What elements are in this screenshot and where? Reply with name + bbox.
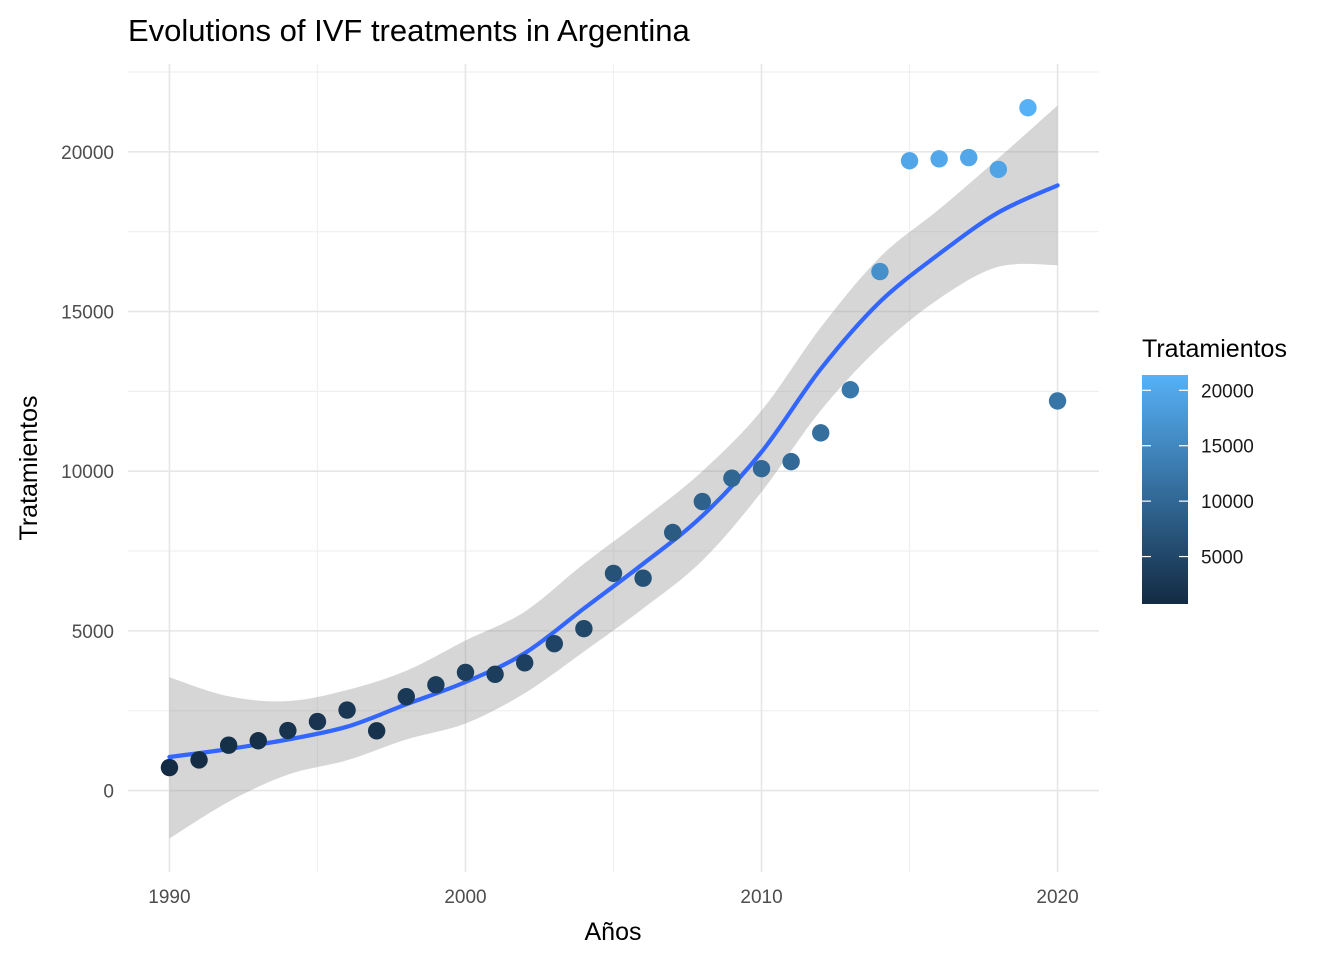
data-point xyxy=(634,569,652,587)
x-axis-title: Años xyxy=(585,918,642,946)
legend-tick-label: 20000 xyxy=(1201,381,1254,402)
data-point xyxy=(279,721,297,740)
y-axis-ticks: 0 5000 10000 15000 20000 xyxy=(61,143,114,803)
y-tick-label: 0 xyxy=(103,782,114,803)
data-point xyxy=(397,687,415,706)
x-tick-label: 1990 xyxy=(148,887,190,908)
data-point xyxy=(752,459,771,478)
data-point xyxy=(427,676,445,694)
smooth-line xyxy=(167,183,1060,760)
data-point xyxy=(160,758,179,777)
data-point xyxy=(456,663,475,682)
data-point xyxy=(1019,99,1037,117)
data-point xyxy=(486,665,504,684)
legend-tick-label: 5000 xyxy=(1201,548,1243,569)
major-gridlines xyxy=(128,64,1099,872)
data-point xyxy=(338,701,356,719)
data-point xyxy=(782,452,800,471)
x-tick-label: 2020 xyxy=(1036,887,1078,908)
legend-ticks: 5000 10000 15000 20000 xyxy=(1142,381,1254,569)
y-tick-label: 20000 xyxy=(61,143,114,164)
data-point xyxy=(367,722,386,740)
data-point xyxy=(900,152,919,170)
data-point xyxy=(989,160,1008,179)
data-point xyxy=(930,150,948,168)
data-point xyxy=(1048,392,1067,410)
y-tick-label: 10000 xyxy=(61,462,114,483)
data-point xyxy=(960,148,978,167)
color-legend: Tratamientos 5000 10000 15000 20000 xyxy=(1142,335,1287,604)
confidence-band xyxy=(169,105,1058,839)
minor-gridlines xyxy=(128,64,1099,872)
data-point xyxy=(308,712,327,731)
legend-colorbar xyxy=(1142,375,1188,604)
chart-title: Evolutions of IVF treatments in Argentin… xyxy=(128,13,690,48)
x-tick-label: 2000 xyxy=(444,887,486,908)
legend-tick-label: 15000 xyxy=(1201,437,1254,458)
data-point xyxy=(664,523,682,542)
smooth-fit xyxy=(167,105,1060,839)
data-point xyxy=(871,262,889,281)
y-tick-label: 15000 xyxy=(61,303,114,324)
data-point xyxy=(604,564,623,583)
data-point xyxy=(723,469,741,487)
y-tick-label: 5000 xyxy=(72,622,114,643)
data-point xyxy=(575,619,593,638)
data-point xyxy=(841,381,860,399)
data-points xyxy=(160,99,1067,777)
data-point xyxy=(249,732,267,750)
data-point xyxy=(545,634,563,653)
legend-title: Tratamientos xyxy=(1142,335,1287,363)
data-point xyxy=(190,751,208,769)
data-point xyxy=(812,424,830,442)
legend-tick-label: 10000 xyxy=(1201,492,1254,513)
x-tick-label: 2010 xyxy=(740,887,782,908)
y-axis-title: Tratamientos xyxy=(15,396,43,541)
data-point xyxy=(515,654,534,672)
data-point xyxy=(219,736,238,754)
x-axis-ticks: 1990 2000 2010 2020 xyxy=(148,887,1078,908)
data-point xyxy=(693,492,712,511)
